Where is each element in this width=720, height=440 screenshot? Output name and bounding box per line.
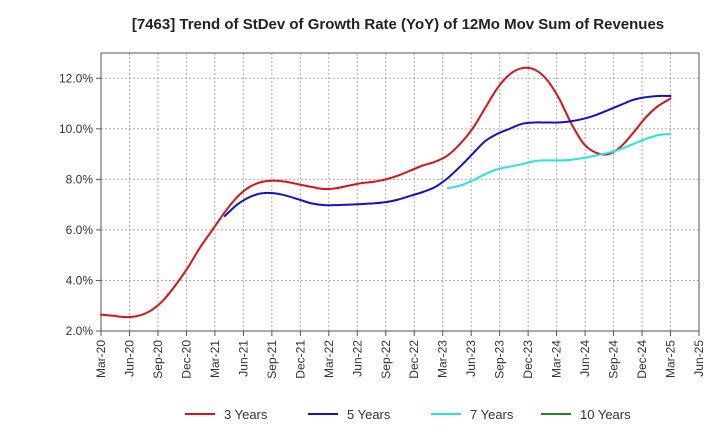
x-tick-label: Mar-22 xyxy=(322,340,336,378)
x-tick-label: Jun-24 xyxy=(578,340,592,377)
x-tick-label: Mar-20 xyxy=(94,340,108,378)
y-tick-label: 2.0% xyxy=(66,324,94,338)
x-tick-label: Sep-22 xyxy=(379,340,393,379)
x-tick-label: Sep-20 xyxy=(151,340,165,379)
series-line-5-years xyxy=(223,94,672,217)
legend-label-3-years: 3 Years xyxy=(224,407,268,422)
legend-label-7-years: 7 Years xyxy=(470,407,514,422)
x-tick-label: Mar-23 xyxy=(436,340,450,378)
x-tick-label: Sep-23 xyxy=(493,340,507,379)
y-tick-label: 6.0% xyxy=(66,223,94,237)
x-tick-label: Jun-23 xyxy=(464,340,478,377)
y-tick-label: 12.0% xyxy=(59,71,93,85)
x-axis-ticks: Mar-20 Jun-20 Sep-20 Dec-20 Mar-21 Jun-21 Sep-… xyxy=(94,331,706,379)
x-tick-label: Mar-24 xyxy=(550,340,564,378)
x-tick-label: Jun-25 xyxy=(692,340,706,377)
y-tick-label: 8.0% xyxy=(66,172,94,186)
grid-lines xyxy=(101,53,699,332)
plot-area-frame xyxy=(100,52,700,332)
x-tick-label: Mar-25 xyxy=(664,340,678,378)
x-tick-label: Jun-20 xyxy=(122,340,136,377)
x-tick-label: Dec-22 xyxy=(407,340,421,379)
x-tick-label: Mar-21 xyxy=(208,340,222,378)
x-tick-label: Jun-21 xyxy=(236,340,250,377)
series-line-3-years xyxy=(100,66,672,319)
series-line-7-years xyxy=(446,132,672,190)
x-tick-label: Sep-21 xyxy=(265,340,279,379)
series-lines xyxy=(100,66,672,319)
x-tick-label: Dec-20 xyxy=(179,340,193,379)
x-tick-label: Jun-22 xyxy=(350,340,364,377)
legend-label-10-years: 10 Years xyxy=(580,407,631,422)
chart-title: [7463] Trend of StDev of Growth Rate (Yo… xyxy=(132,16,664,33)
legend: 3 Years 5 Years 7 Years 10 Years xyxy=(185,407,631,422)
x-tick-label: Dec-24 xyxy=(635,340,649,379)
x-tick-label: Dec-21 xyxy=(293,340,307,379)
y-tick-label: 4.0% xyxy=(66,273,94,287)
x-tick-label: Dec-23 xyxy=(521,340,535,379)
y-axis-ticks: 2.0% 4.0% 6.0% 8.0% 10.0% 12.0% xyxy=(59,71,101,338)
y-tick-label: 10.0% xyxy=(59,122,93,136)
x-tick-label: Sep-24 xyxy=(607,340,621,379)
legend-label-5-years: 5 Years xyxy=(347,407,391,422)
